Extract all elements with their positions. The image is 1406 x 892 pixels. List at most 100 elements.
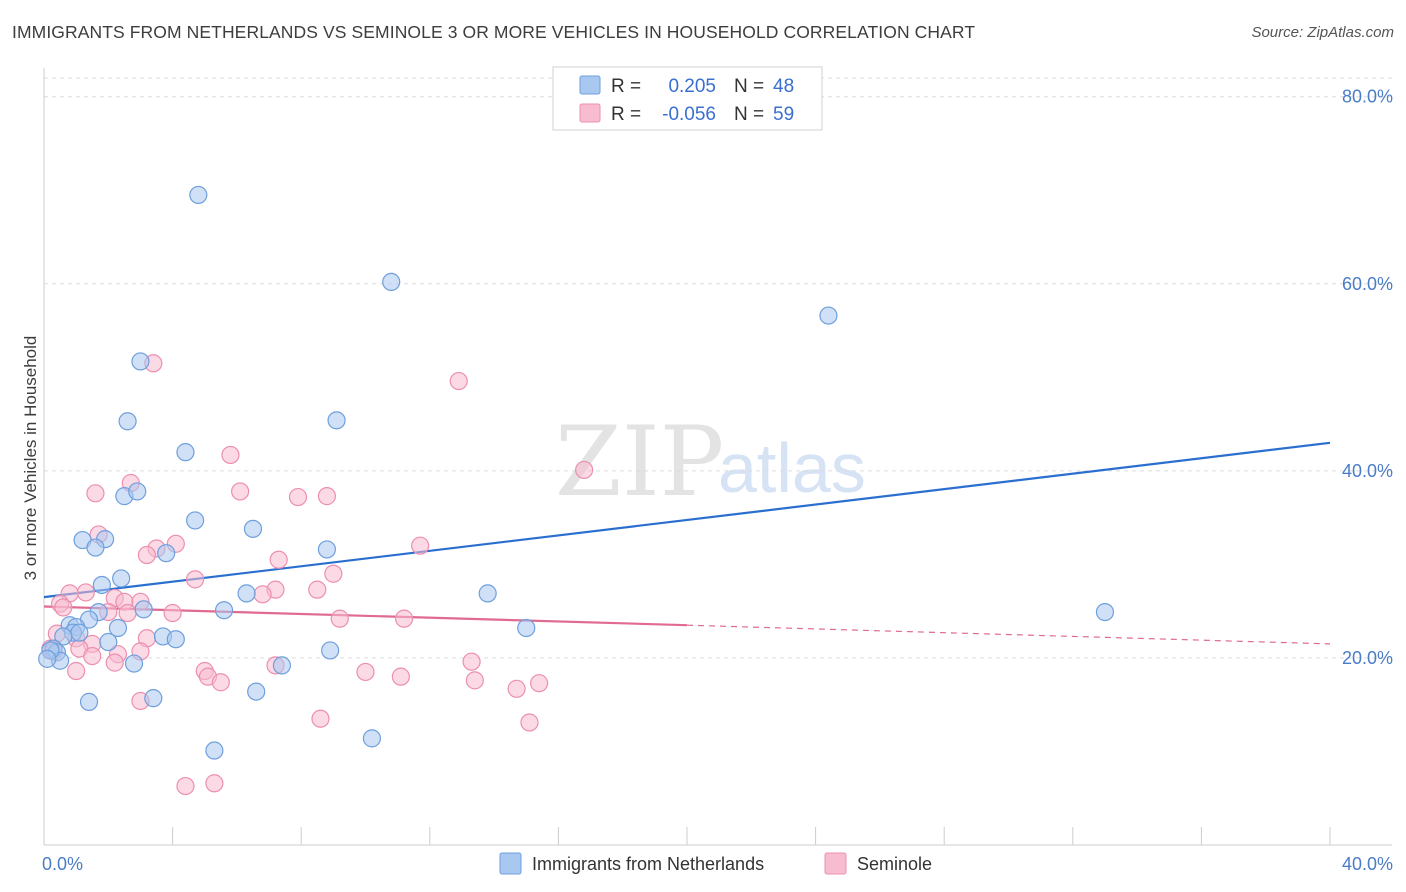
seminole-point-11 [411,536,430,555]
seminole-point-50 [465,671,484,690]
netherlands-point-19 [478,584,497,603]
seminole-point-56 [520,713,539,732]
seminole-point-1 [449,371,468,391]
bottom-legend-swatch-blue [499,852,522,875]
netherlands-point-2 [819,306,838,325]
netherlands-point-39 [124,654,144,673]
seminole-point-30 [330,609,349,628]
netherlands-point-15 [157,544,176,563]
bottom-legend-swatch-pink [824,852,847,875]
chart-title: IMMIGRANTS FROM NETHERLANDS VS SEMINOLE … [12,22,976,42]
netherlands-point-1 [382,272,401,292]
seminole-point-2 [575,460,594,480]
grid-lines [44,77,1392,659]
seminole-point-5 [86,484,105,503]
seminole-point-27 [118,603,137,623]
seminole-point-3 [221,445,240,465]
netherlands-point-9 [186,511,205,530]
seminole-point-48 [67,661,86,681]
netherlands-point-24 [1095,602,1115,622]
legend-n-label-blue: N = [734,76,764,97]
seminole-point-40 [83,646,102,666]
seminole-point-58 [205,774,224,793]
legend-r-value-pink: -0.056 [662,104,716,125]
netherlands-point-42 [79,692,99,711]
seminole-point-19 [76,583,95,602]
netherlands-point-6 [176,443,195,462]
netherlands-point-28 [517,618,536,638]
y-tick-label-3: 80.0% [1342,87,1393,107]
seminole-point-8 [317,487,337,506]
netherlands-point-8 [128,482,147,501]
seminole-point-31 [394,609,414,628]
netherlands-point-3 [131,352,150,371]
y-tick-label-1: 40.0% [1342,461,1393,481]
y-tick-label-0: 20.0% [1342,648,1393,668]
seminole-point-47 [356,662,375,682]
netherlands-trend-line [43,441,1331,599]
netherlands-point-18 [237,584,256,603]
legend-swatch-blue [579,75,601,95]
netherlands-point-20 [134,600,153,619]
netherlands-point-37 [321,641,340,660]
netherlands-point-17 [92,575,111,595]
seminole-point-15 [324,564,343,583]
y-tick-labels: 20.0% 40.0% 60.0% 80.0% [1342,87,1393,668]
netherlands-point-27 [108,618,128,638]
netherlands-point-4 [118,412,137,431]
legend-r-label-pink: R = [611,104,641,125]
seminole-point-51 [211,673,230,692]
netherlands-point-31 [54,627,73,646]
netherlands-point-10 [243,519,263,538]
netherlands-point-45 [205,741,224,760]
netherlands-point-21 [214,601,234,620]
netherlands-point-30 [70,623,89,642]
y-axis-label: 3 or more Vehicles in Household [21,336,40,581]
seminole-point-18 [308,580,327,599]
netherlands-point-14 [317,540,337,559]
seminole-point-26 [54,598,73,617]
netherlands-point-43 [144,689,163,708]
legend-r-label-blue: R = [611,76,641,97]
legend-n-value-pink: 59 [773,104,794,125]
seminole-point-42 [462,652,481,671]
netherlands-point-5 [327,411,346,430]
seminole-point-14 [269,550,288,569]
y-tick-label-2: 60.0% [1342,274,1393,294]
seminole-point-49 [391,667,410,686]
seminole-point-55 [311,709,330,728]
legend-r-value-blue: 0.205 [668,76,716,97]
netherlands-point-44 [362,729,382,748]
legend-swatch-pink [579,103,601,123]
netherlands-points [38,185,1115,760]
seminole-point-6 [231,482,250,501]
seminole-point-53 [507,679,526,698]
netherlands-point-40 [272,656,292,675]
bottom-legend-label-seminole: Seminole [857,854,932,874]
legend-n-value-blue: 48 [773,76,794,97]
netherlands-point-13 [86,538,105,557]
series-legend: Immigrants from Netherlands Seminole [499,852,932,875]
netherlands-point-34 [99,632,118,652]
axes [43,68,1392,846]
watermark-atlas: atlas [718,429,866,507]
x-tick-label-0: 0.0% [42,854,83,874]
seminole-point-52 [530,674,549,693]
x-tick-label-1: 40.0% [1342,854,1393,874]
seminole-point-29 [163,603,182,623]
netherlands-point-41 [247,682,266,701]
seminole-point-21 [253,585,272,604]
correlation-legend: R = 0.205 N = 48 R = -0.056 N = 59 [552,66,823,131]
netherlands-point-16 [112,569,131,588]
seminole-point-57 [176,776,195,796]
x-tick-labels: 0.0% 40.0% [42,854,1393,874]
netherlands-point-0 [189,185,208,205]
bottom-legend-label-netherlands: Immigrants from Netherlands [532,854,764,874]
legend-n-label-pink: N = [734,104,764,125]
netherlands-point-33 [166,630,185,649]
seminole-point-44 [105,653,124,672]
netherlands-point-47 [38,649,57,668]
seminole-point-7 [288,487,308,507]
source-credit: Source: ZipAtlas.com [1251,24,1394,41]
